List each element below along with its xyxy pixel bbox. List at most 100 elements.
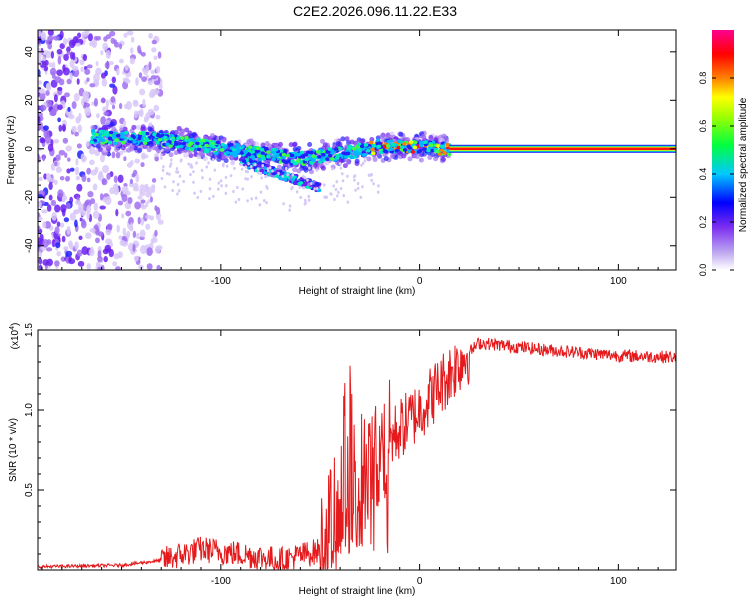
noise-speckle xyxy=(100,97,106,104)
band-core xyxy=(266,150,271,154)
noise-speckle xyxy=(81,174,87,182)
faint-dot xyxy=(233,166,236,171)
band-core xyxy=(144,131,150,136)
spectrogram-ytick-label: -40 xyxy=(24,238,35,253)
noise-speckle xyxy=(54,260,60,267)
noise-speckle xyxy=(56,251,62,257)
band-core xyxy=(396,145,401,150)
band-core xyxy=(98,129,103,134)
noise-speckle xyxy=(62,37,68,46)
faint-dot xyxy=(307,194,311,199)
noise-speckle xyxy=(124,64,129,71)
noise-speckle xyxy=(157,51,162,59)
steady-line-core xyxy=(449,147,676,150)
band-core xyxy=(299,150,305,155)
noise-speckle xyxy=(38,216,43,222)
band-core xyxy=(328,153,333,158)
noise-speckle xyxy=(140,162,145,168)
band-core xyxy=(379,150,384,155)
band-core xyxy=(231,147,237,152)
colorbar-ticks: 0.0 0.2 0.4 0.6 0.8 xyxy=(698,72,734,276)
noise-speckle xyxy=(76,78,80,85)
band-core xyxy=(141,130,146,135)
noise-speckle xyxy=(97,255,103,263)
band-halo xyxy=(114,147,120,153)
band-halo xyxy=(420,133,426,139)
band-core xyxy=(233,152,239,157)
band-core xyxy=(394,148,399,153)
noise-speckle xyxy=(89,83,96,88)
noise-speckle xyxy=(57,86,63,91)
noise-speckle xyxy=(94,81,99,86)
noise-speckle xyxy=(44,134,52,144)
faint-dot xyxy=(265,201,268,205)
band-halo xyxy=(209,133,215,139)
faint-dot xyxy=(169,162,173,166)
noise-speckle xyxy=(65,250,73,257)
band-core xyxy=(304,157,309,162)
band-core xyxy=(261,156,266,161)
noise-speckle xyxy=(40,104,47,111)
band-core xyxy=(402,142,407,146)
band-core xyxy=(163,135,168,140)
noise-speckle xyxy=(142,98,146,108)
faint-dot xyxy=(376,190,380,194)
faint-dot xyxy=(313,187,316,191)
band-core xyxy=(219,148,225,152)
faint-dot xyxy=(372,182,375,186)
faint-dot xyxy=(253,162,257,167)
noise-speckle xyxy=(89,198,96,205)
band-core xyxy=(170,137,176,142)
band-halo xyxy=(427,155,433,161)
faint-dot xyxy=(195,161,198,165)
faint-dot xyxy=(199,189,203,193)
band-core xyxy=(130,134,135,138)
faint-dot xyxy=(196,195,200,200)
noise-speckle xyxy=(66,78,72,85)
noise-speckle xyxy=(123,32,128,38)
noise-speckle xyxy=(130,36,135,43)
faint-dot xyxy=(346,174,349,178)
faint-dot xyxy=(295,190,299,194)
noise-speckle xyxy=(132,244,136,252)
noise-speckle xyxy=(141,154,149,159)
spectrogram-ytick-label: 40 xyxy=(24,46,35,58)
band-halo xyxy=(320,165,326,171)
band-core xyxy=(430,148,435,153)
band-core xyxy=(370,147,375,152)
noise-speckle xyxy=(75,175,81,181)
band-core xyxy=(208,144,214,148)
noise-speckle xyxy=(99,193,104,201)
faint-dot xyxy=(172,180,175,184)
band-core xyxy=(382,144,387,149)
noise-speckle xyxy=(82,90,89,100)
noise-speckle xyxy=(43,125,49,131)
band-core xyxy=(190,146,195,151)
band-core xyxy=(343,155,348,159)
faint-dot xyxy=(232,189,235,194)
noise-speckle xyxy=(104,244,111,252)
band-core xyxy=(281,152,287,157)
lower-branch-blob xyxy=(241,159,247,163)
noise-speckle xyxy=(105,50,111,59)
band-core xyxy=(416,150,422,154)
noise-speckle xyxy=(52,61,56,71)
noise-speckle xyxy=(38,47,42,53)
band-halo xyxy=(146,147,152,153)
band-halo xyxy=(372,157,378,163)
band-halo xyxy=(398,131,404,137)
band-halo xyxy=(441,157,447,163)
faint-dot xyxy=(246,170,249,174)
band-core xyxy=(385,144,391,148)
faint-dot xyxy=(220,184,223,188)
noise-speckle xyxy=(88,248,95,257)
noise-speckle xyxy=(49,67,57,76)
lower-branch-blob xyxy=(292,181,298,186)
faint-dot xyxy=(244,177,247,181)
faint-dot xyxy=(315,168,319,172)
band-halo xyxy=(90,125,96,131)
snr-ytick-label: 0.5 xyxy=(24,483,35,497)
lower-branch-blob xyxy=(259,168,264,173)
noise-speckle xyxy=(45,90,50,96)
lower-branch-blob xyxy=(290,177,296,182)
